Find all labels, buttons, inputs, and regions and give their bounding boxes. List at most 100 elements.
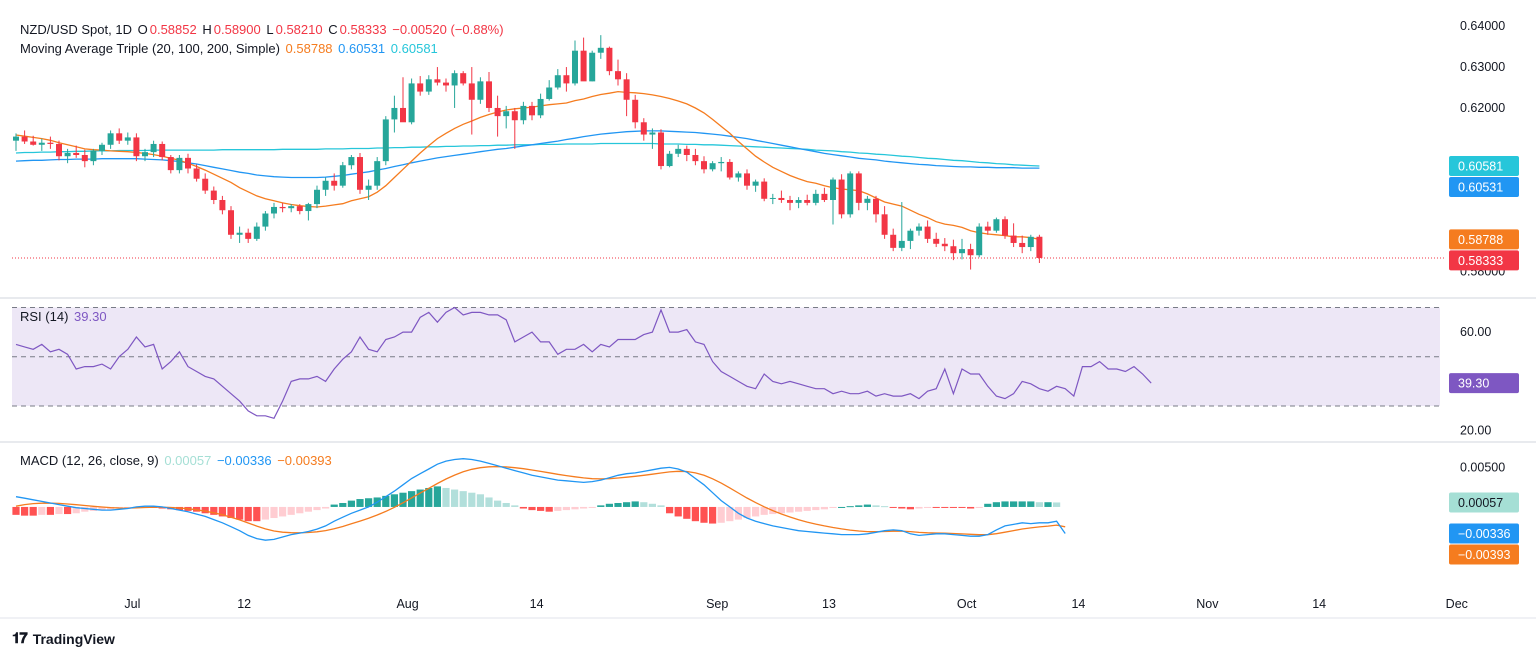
candle-body bbox=[365, 185, 372, 190]
candle-body bbox=[296, 206, 303, 212]
candle-body bbox=[391, 107, 398, 120]
time-tick-label: Jul bbox=[124, 597, 140, 611]
ma100-value: 0.60531 bbox=[338, 41, 386, 56]
candle-body bbox=[649, 132, 656, 135]
macd-histogram-bar bbox=[253, 506, 261, 522]
candle-body bbox=[941, 243, 948, 247]
candle-body bbox=[984, 226, 991, 231]
candle-body bbox=[331, 180, 338, 186]
grid bbox=[0, 297, 1536, 619]
tradingview-logo-icon: 𝟏𝟕 bbox=[12, 630, 28, 647]
macd-histogram-bar bbox=[820, 506, 828, 510]
macd-histogram-bar bbox=[1010, 501, 1018, 507]
rsi-tick-label: 60.00 bbox=[1460, 325, 1491, 339]
candle-body bbox=[864, 198, 871, 203]
macd-histogram-bar bbox=[992, 502, 1000, 507]
candle-body bbox=[228, 210, 234, 235]
candle-body bbox=[425, 79, 432, 92]
candle-body bbox=[339, 165, 346, 186]
candle-body bbox=[494, 107, 501, 117]
price-tag-bg bbox=[1449, 156, 1519, 177]
candle-body bbox=[769, 197, 776, 199]
candle-body bbox=[47, 142, 54, 144]
macd-histogram-bar bbox=[304, 506, 312, 512]
candle-body bbox=[873, 198, 879, 215]
macd-tag-bg bbox=[1449, 492, 1519, 513]
candle-body bbox=[881, 214, 888, 235]
price-axis: 0.640000.630000.620000.600000.5800060.00… bbox=[1449, 19, 1519, 565]
candle-body bbox=[950, 246, 957, 254]
candle-body bbox=[477, 81, 484, 100]
macd-histogram-bar bbox=[459, 491, 467, 507]
candle-body bbox=[838, 179, 845, 215]
candle-body bbox=[245, 232, 252, 239]
candle-body bbox=[640, 122, 647, 135]
candle-body bbox=[159, 143, 166, 158]
macd-histogram-bar bbox=[1018, 501, 1026, 507]
candle-body bbox=[976, 226, 983, 256]
macd-histogram-bar bbox=[545, 506, 553, 512]
time-tick-label: 12 bbox=[237, 597, 251, 611]
rsi-legend-value: 39.30 bbox=[74, 309, 107, 324]
macd-histogram-bar bbox=[313, 506, 321, 511]
macd-histogram-bar bbox=[519, 506, 527, 509]
candle-body bbox=[744, 173, 750, 186]
high-value: 0.58900 bbox=[213, 22, 261, 37]
macd-histogram-bar bbox=[597, 505, 605, 507]
candle-body bbox=[451, 73, 458, 86]
macd-histogram-bar bbox=[433, 486, 441, 507]
close-value: 0.58333 bbox=[339, 22, 387, 37]
macd-histogram-bar bbox=[201, 506, 209, 514]
candle-body bbox=[563, 75, 570, 84]
candle-body bbox=[468, 83, 475, 100]
macd-histogram-bar bbox=[244, 506, 252, 522]
tradingview-brand[interactable]: 𝟏𝟕 TradingView bbox=[12, 630, 115, 647]
low-label: L bbox=[266, 22, 274, 37]
candle-body bbox=[847, 173, 854, 215]
macd-histogram-bar bbox=[425, 487, 433, 507]
candle-body bbox=[99, 144, 105, 151]
candle-body bbox=[13, 136, 19, 141]
candle-body bbox=[804, 200, 811, 203]
candle-body bbox=[572, 50, 578, 84]
macd-histogram-bar bbox=[898, 506, 906, 509]
candle-body bbox=[357, 157, 363, 190]
macd-histogram-bar bbox=[838, 506, 846, 508]
candle-body bbox=[933, 238, 940, 244]
macd-histogram-bar bbox=[906, 506, 914, 510]
rsi-pane bbox=[12, 306, 1440, 420]
macd-histogram-bar bbox=[1053, 502, 1061, 507]
macd-histogram-bar bbox=[648, 503, 656, 507]
candle-body bbox=[408, 83, 415, 123]
macd-tag: −0.00336 bbox=[1458, 527, 1511, 541]
price-tick-label: 0.62000 bbox=[1460, 101, 1505, 115]
candle-body bbox=[967, 249, 974, 256]
macd-histogram-bar bbox=[717, 506, 725, 523]
macd-histogram-bar bbox=[494, 500, 502, 507]
macd-histogram-bar bbox=[846, 506, 854, 508]
macd-histogram-bar bbox=[709, 506, 717, 524]
rsi-tick-label: 20.00 bbox=[1460, 424, 1491, 438]
candle-body bbox=[778, 197, 785, 200]
candle-body bbox=[718, 161, 725, 164]
candle-body bbox=[176, 157, 183, 171]
macd-histogram-bar bbox=[408, 491, 416, 507]
price-legend: NZD/USD Spot, 1D O 0.58852 H 0.58900 L 0.58… bbox=[20, 22, 506, 38]
candle-body bbox=[167, 157, 174, 171]
candle-body bbox=[537, 98, 544, 116]
macd-histogram-bar bbox=[468, 492, 476, 507]
macd-line bbox=[15, 458, 1066, 541]
price-tick-label: 0.64000 bbox=[1460, 19, 1505, 33]
candle-body bbox=[73, 152, 80, 155]
macd-histogram-bar bbox=[322, 506, 330, 509]
macd-histogram-bar bbox=[863, 504, 871, 507]
macd-histogram-bar bbox=[55, 506, 63, 515]
price-tag-bg bbox=[1449, 229, 1519, 250]
candle-body bbox=[959, 249, 965, 254]
candle-body bbox=[726, 161, 733, 178]
macd-histogram-bar bbox=[881, 506, 889, 508]
candle-body bbox=[752, 181, 759, 186]
price-tag-bg bbox=[1449, 177, 1519, 198]
time-tick-label: Aug bbox=[396, 597, 418, 611]
macd-histogram-bar bbox=[924, 506, 932, 508]
